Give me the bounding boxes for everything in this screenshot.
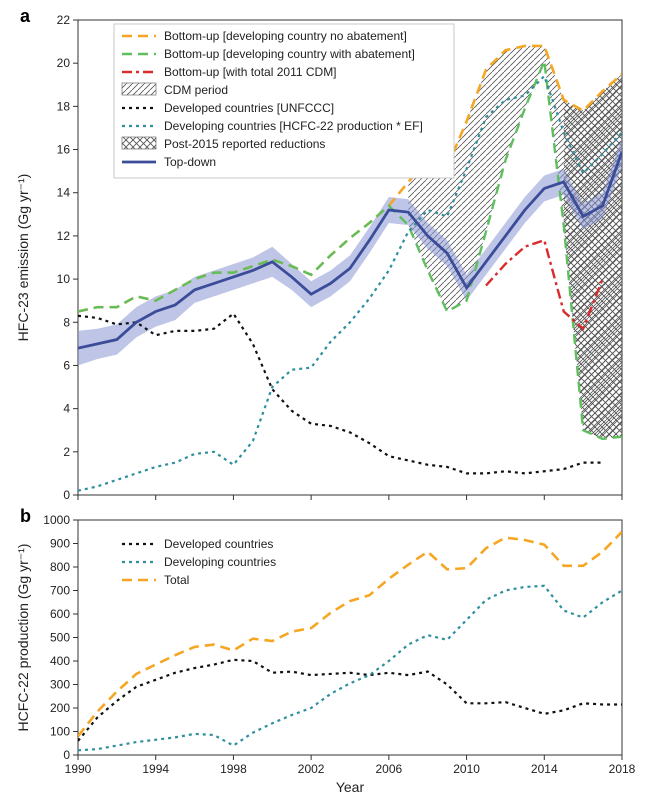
y-tick-label: 14 — [57, 186, 71, 200]
y-tick-label: 20 — [57, 56, 71, 70]
y-tick-label: 800 — [50, 560, 70, 574]
x-tick-label: 2002 — [298, 762, 325, 776]
y-tick-label: 900 — [50, 537, 70, 551]
y-tick-label: 400 — [50, 654, 70, 668]
x-tick-label: 2014 — [531, 762, 558, 776]
hatched-region-post2015 — [564, 74, 622, 439]
x-tick-label: 2010 — [453, 762, 480, 776]
legend-label: Bottom-up [with total 2011 CDM] — [164, 65, 337, 79]
y-tick-label: 4 — [63, 402, 70, 416]
y-tick-label: 700 — [50, 584, 70, 598]
y-tick-label: 0 — [63, 748, 70, 762]
series-developed — [78, 660, 622, 741]
y-tick-label: 8 — [63, 315, 70, 329]
y-tick-label: 10 — [57, 272, 71, 286]
series-developing — [78, 586, 622, 751]
legend: Developed countries Developing countries T… — [122, 537, 276, 587]
legend-label: Developing countries [HCFC-22 production… — [164, 119, 423, 133]
legend-label: Post-2015 reported reductions — [164, 137, 325, 151]
y-axis-label: HFC-23 emission (Gg yr⁻¹) — [15, 174, 31, 342]
plot-area — [78, 532, 622, 751]
legend-swatch — [122, 137, 156, 149]
series-total — [78, 532, 622, 736]
y-tick-label: 22 — [57, 13, 71, 27]
legend-label: Developed countries — [164, 537, 273, 551]
legend-label: Top-down — [164, 155, 216, 169]
x-tick-label: 2006 — [376, 762, 403, 776]
plot-frame — [78, 520, 622, 755]
y-axis-label: HCFC-22 production (Gg yr⁻¹) — [15, 544, 31, 732]
y-tick-label: 300 — [50, 678, 70, 692]
y-tick-label: 12 — [57, 229, 71, 243]
legend-label: Developed countries [UNFCCC] — [164, 101, 334, 115]
legend-label: Bottom-up [developing country no abateme… — [164, 29, 407, 43]
legend-swatch — [122, 83, 156, 95]
legend-label: Bottom-up [developing country with abate… — [164, 47, 415, 61]
y-tick-label: 16 — [57, 143, 71, 157]
y-tick-label: 500 — [50, 631, 70, 645]
x-tick-label: 1998 — [220, 762, 247, 776]
x-axis-label: Year — [336, 779, 365, 795]
panel-a: a024681012141618202219901994199820022006… — [15, 6, 636, 516]
x-tick-label: 1994 — [142, 762, 169, 776]
panel-b: b 0 100 200 300 400 500 600 700 800 900 1000 1990 199… — [15, 506, 636, 776]
legend: Bottom-up [developing country no abateme… — [114, 24, 454, 178]
y-tick-label: 1000 — [43, 513, 70, 527]
y-tick-label: 600 — [50, 607, 70, 621]
y-tick-label: 100 — [50, 725, 70, 739]
y-tick-label: 18 — [57, 99, 71, 113]
series-developed_unfccc — [78, 314, 603, 474]
x-tick-label: 2018 — [609, 762, 636, 776]
y-tick-label: 2 — [63, 445, 70, 459]
figure: a024681012141618202219901994199820022006… — [0, 0, 652, 799]
y-tick-label: 200 — [50, 701, 70, 715]
legend-label: CDM period — [164, 83, 228, 97]
x-tick-label: 1990 — [65, 762, 92, 776]
y-tick-label: 6 — [63, 358, 70, 372]
legend-label: Total — [164, 573, 189, 587]
panel-label: a — [20, 6, 31, 26]
panel-label: b — [20, 506, 31, 526]
legend-label: Developing countries — [164, 555, 276, 569]
y-tick-label: 0 — [63, 488, 70, 502]
